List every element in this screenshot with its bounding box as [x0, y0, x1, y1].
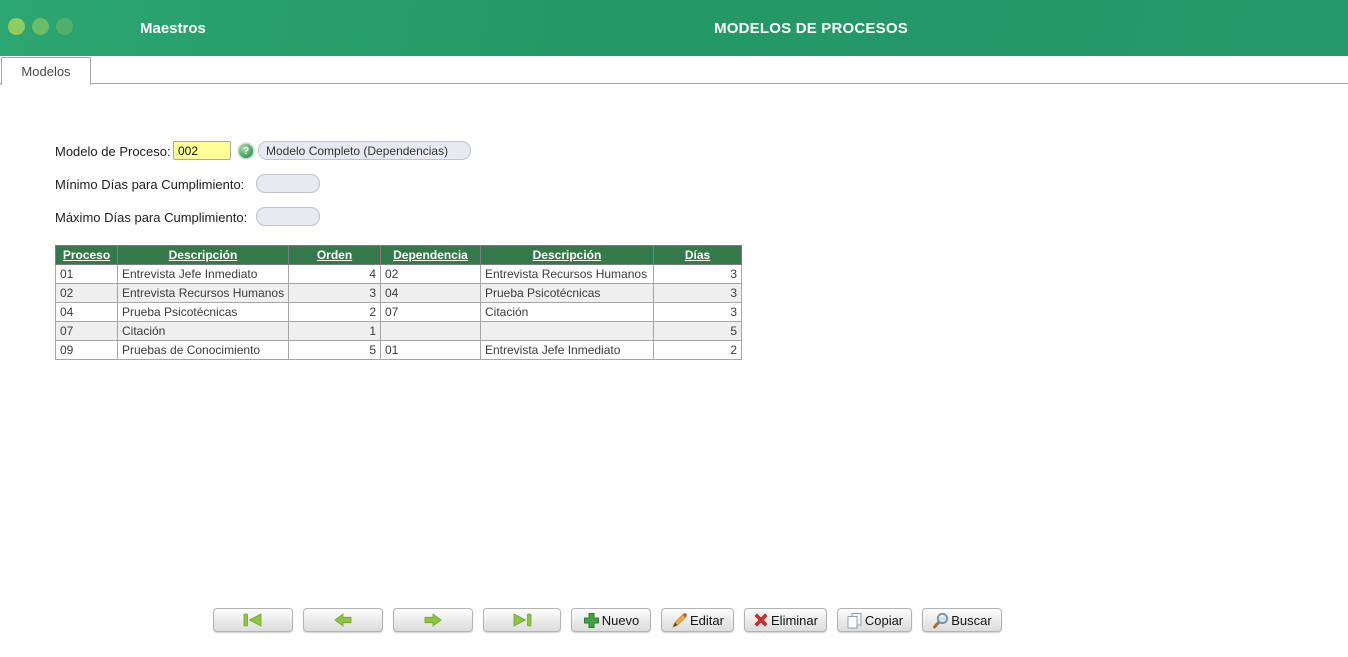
- tab-modelos[interactable]: Modelos: [1, 57, 91, 85]
- table-cell: Entrevista Recursos Humanos: [480, 264, 654, 284]
- table-header: Proceso Descripción Orden Dependencia De…: [55, 245, 742, 265]
- buscar-button-label: Buscar: [951, 612, 992, 628]
- tab-label: Modelos: [21, 64, 71, 79]
- table-cell: 09: [55, 340, 118, 360]
- table-row[interactable]: 07 Citación 1 5: [55, 321, 742, 341]
- last-record-icon: [513, 613, 532, 627]
- editar-button-label: Editar: [690, 612, 724, 628]
- table-cell: 02: [380, 264, 481, 284]
- next-record-icon: [424, 613, 442, 627]
- first-record-icon: [243, 613, 262, 627]
- table-cell: Entrevista Jefe Inmediato: [480, 340, 654, 360]
- table-cell: [380, 321, 481, 341]
- table-cell: 1: [288, 321, 381, 341]
- table-cell: 3: [288, 283, 381, 303]
- copiar-button-label: Copiar: [864, 612, 904, 628]
- editar-button[interactable]: Editar: [661, 608, 734, 632]
- table-row[interactable]: 09 Pruebas de Conocimiento 5 01 Entrevista J…: [55, 340, 742, 360]
- table-cell: 01: [55, 264, 118, 284]
- column-header-descripcion-2[interactable]: Descripción: [480, 245, 654, 265]
- record-toolbar: Nuevo Editar Eliminar Copiar: [213, 608, 1002, 632]
- table-cell: 01: [380, 340, 481, 360]
- nuevo-button-label: Nuevo: [601, 612, 640, 628]
- search-icon: [933, 612, 949, 628]
- table-cell: Entrevista Recursos Humanos: [117, 283, 289, 303]
- table-body: 01 Entrevista Jefe Inmediato 4 02 Entrevista…: [55, 264, 742, 360]
- table-cell: 2: [288, 302, 381, 322]
- table-cell: 3: [653, 264, 742, 284]
- max-days-input[interactable]: [256, 207, 320, 226]
- table-cell: [480, 321, 654, 341]
- table-cell: Citación: [480, 302, 654, 322]
- table-cell: Prueba Psicotécnicas: [480, 283, 654, 303]
- table-cell: 07: [55, 321, 118, 341]
- previous-record-icon: [334, 613, 352, 627]
- buscar-button[interactable]: Buscar: [922, 608, 1002, 632]
- page-title: MODELOS DE PROCESOS: [714, 19, 908, 37]
- copiar-button[interactable]: Copiar: [837, 608, 912, 632]
- process-table: Proceso Descripción Orden Dependencia De…: [55, 245, 742, 360]
- delete-x-icon: [754, 613, 768, 627]
- min-days-input[interactable]: [256, 174, 320, 193]
- next-record-button[interactable]: [393, 608, 473, 632]
- column-header-descripcion[interactable]: Descripción: [117, 245, 289, 265]
- table-cell: Prueba Psicotécnicas: [117, 302, 289, 322]
- plus-icon: [583, 612, 599, 628]
- table-cell: Entrevista Jefe Inmediato: [117, 264, 289, 284]
- table-header-row: Proceso Descripción Orden Dependencia De…: [55, 245, 742, 265]
- table-cell: 3: [653, 302, 742, 322]
- table-row[interactable]: 02 Entrevista Recursos Humanos 3 04 Prueba P…: [55, 283, 742, 303]
- table-cell: Citación: [117, 321, 289, 341]
- app-header: Maestros MODELOS DE PROCESOS: [0, 0, 1348, 56]
- table-row[interactable]: 01 Entrevista Jefe Inmediato 4 02 Entrevista…: [55, 264, 742, 284]
- table-cell: 3: [653, 283, 742, 303]
- window-dot-icon: [8, 18, 25, 35]
- column-header-dependencia[interactable]: Dependencia: [380, 245, 481, 265]
- table-cell: 04: [55, 302, 118, 322]
- table-cell: 04: [380, 283, 481, 303]
- column-header-orden[interactable]: Orden: [288, 245, 381, 265]
- column-header-dias[interactable]: Días: [653, 245, 742, 265]
- table-row[interactable]: 04 Prueba Psicotécnicas 2 07 Citación 3: [55, 302, 742, 322]
- column-header-proceso[interactable]: Proceso: [55, 245, 118, 265]
- previous-record-button[interactable]: [303, 608, 383, 632]
- pencil-icon: [672, 612, 687, 628]
- window-dots: [8, 18, 73, 35]
- max-days-label: Máximo Días para Cumplimiento:: [55, 210, 248, 225]
- table-cell: 2: [653, 340, 742, 360]
- table-cell: 5: [653, 321, 742, 341]
- table-cell: 07: [380, 302, 481, 322]
- model-description-input[interactable]: [258, 141, 471, 160]
- model-code-input[interactable]: [173, 141, 231, 160]
- eliminar-button-label: Eliminar: [771, 612, 818, 628]
- table-cell: 4: [288, 264, 381, 284]
- table-cell: Pruebas de Conocimiento: [117, 340, 289, 360]
- first-record-button[interactable]: [213, 608, 293, 632]
- last-record-button[interactable]: [483, 608, 561, 632]
- nuevo-button[interactable]: Nuevo: [571, 608, 651, 632]
- window-dot-icon: [56, 18, 73, 35]
- eliminar-button[interactable]: Eliminar: [744, 608, 827, 632]
- copy-icon: [847, 612, 862, 628]
- model-process-label: Modelo de Proceso:: [55, 144, 171, 159]
- app-title: Maestros: [140, 19, 206, 37]
- min-days-label: Mínimo Días para Cumplimiento:: [55, 177, 245, 192]
- table-cell: 02: [55, 283, 118, 303]
- table-cell: 5: [288, 340, 381, 360]
- tab-strip: Modelos: [0, 57, 1348, 85]
- help-icon[interactable]: ?: [238, 143, 254, 159]
- window-dot-icon: [32, 18, 49, 35]
